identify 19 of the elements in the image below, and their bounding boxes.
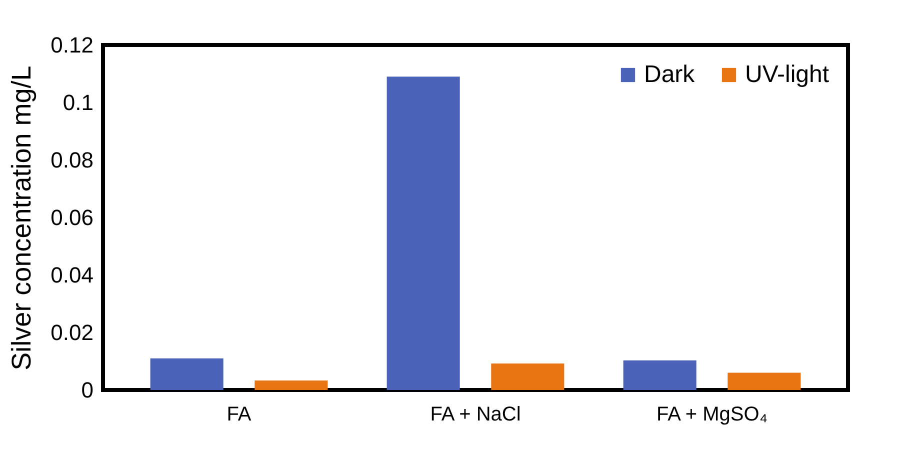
y-tick-label: 0.1	[62, 90, 94, 115]
y-tick-label: 0.08	[50, 148, 94, 172]
bar	[386, 76, 460, 390]
y-tick-label: 0.12	[50, 32, 94, 58]
x-tick-label: FA + MgSO₄	[656, 404, 768, 426]
x-tick-label: FA	[226, 404, 252, 426]
y-tick-label: 0.04	[50, 262, 94, 288]
y-axis-title: Silver concentration mg/L	[6, 66, 37, 370]
y-tick-label: 0	[81, 378, 94, 402]
bar	[150, 358, 224, 390]
legend-label: Dark	[644, 61, 696, 88]
bar	[728, 372, 801, 390]
legend-label: UV-light	[745, 61, 830, 88]
y-tick-label: 0.02	[50, 320, 94, 345]
bar	[623, 360, 696, 390]
x-tick-label: FA + NaCl	[430, 404, 521, 426]
y-tick-label: 0.06	[50, 205, 94, 230]
bar	[254, 380, 328, 390]
bar	[491, 364, 564, 390]
